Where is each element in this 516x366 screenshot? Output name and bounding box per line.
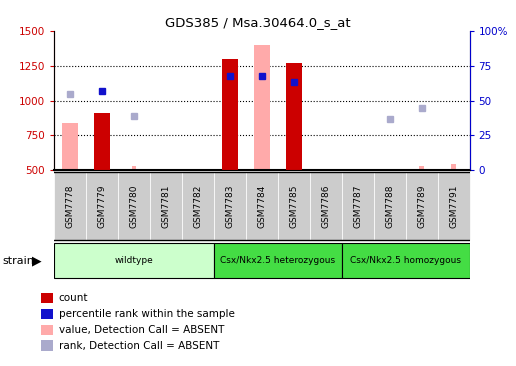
Bar xyxy=(451,164,456,170)
Text: GSM7786: GSM7786 xyxy=(321,184,330,228)
Text: value, Detection Call = ABSENT: value, Detection Call = ABSENT xyxy=(59,325,224,335)
Text: GSM7778: GSM7778 xyxy=(66,184,75,228)
Bar xyxy=(94,113,110,170)
Text: GSM7779: GSM7779 xyxy=(98,184,107,228)
FancyBboxPatch shape xyxy=(182,172,214,240)
Text: GSM7787: GSM7787 xyxy=(353,184,362,228)
Text: GSM7783: GSM7783 xyxy=(225,184,234,228)
Text: GSM7780: GSM7780 xyxy=(130,184,139,228)
FancyBboxPatch shape xyxy=(438,172,470,240)
Bar xyxy=(286,63,302,170)
FancyBboxPatch shape xyxy=(342,172,374,240)
Text: percentile rank within the sample: percentile rank within the sample xyxy=(59,309,235,319)
Text: GDS385 / Msa.30464.0_s_at: GDS385 / Msa.30464.0_s_at xyxy=(165,16,351,30)
FancyBboxPatch shape xyxy=(406,172,438,240)
Text: count: count xyxy=(59,293,88,303)
Text: strain: strain xyxy=(3,256,35,266)
Text: GSM7781: GSM7781 xyxy=(162,184,170,228)
FancyBboxPatch shape xyxy=(150,172,182,240)
Bar xyxy=(254,45,270,170)
Text: GSM7789: GSM7789 xyxy=(417,184,426,228)
Text: GSM7788: GSM7788 xyxy=(385,184,394,228)
Bar xyxy=(222,59,238,170)
FancyBboxPatch shape xyxy=(310,172,342,240)
Text: GSM7791: GSM7791 xyxy=(449,184,458,228)
Text: GSM7784: GSM7784 xyxy=(257,184,266,228)
Text: Csx/Nkx2.5 homozygous: Csx/Nkx2.5 homozygous xyxy=(350,256,461,265)
Text: GSM7785: GSM7785 xyxy=(289,184,298,228)
FancyBboxPatch shape xyxy=(118,172,150,240)
FancyBboxPatch shape xyxy=(278,172,310,240)
Bar xyxy=(419,166,424,170)
FancyBboxPatch shape xyxy=(374,172,406,240)
Text: Csx/Nkx2.5 heterozygous: Csx/Nkx2.5 heterozygous xyxy=(220,256,335,265)
Bar xyxy=(356,169,360,170)
Text: rank, Detection Call = ABSENT: rank, Detection Call = ABSENT xyxy=(59,340,219,351)
Text: wildtype: wildtype xyxy=(115,256,153,265)
Bar xyxy=(62,123,78,170)
FancyBboxPatch shape xyxy=(54,172,86,240)
FancyBboxPatch shape xyxy=(86,172,118,240)
FancyBboxPatch shape xyxy=(214,172,246,240)
Bar xyxy=(132,166,136,170)
Text: GSM7782: GSM7782 xyxy=(194,184,202,228)
Text: ▶: ▶ xyxy=(32,254,42,267)
FancyBboxPatch shape xyxy=(54,243,214,278)
FancyBboxPatch shape xyxy=(246,172,278,240)
FancyBboxPatch shape xyxy=(342,243,470,278)
FancyBboxPatch shape xyxy=(214,243,342,278)
